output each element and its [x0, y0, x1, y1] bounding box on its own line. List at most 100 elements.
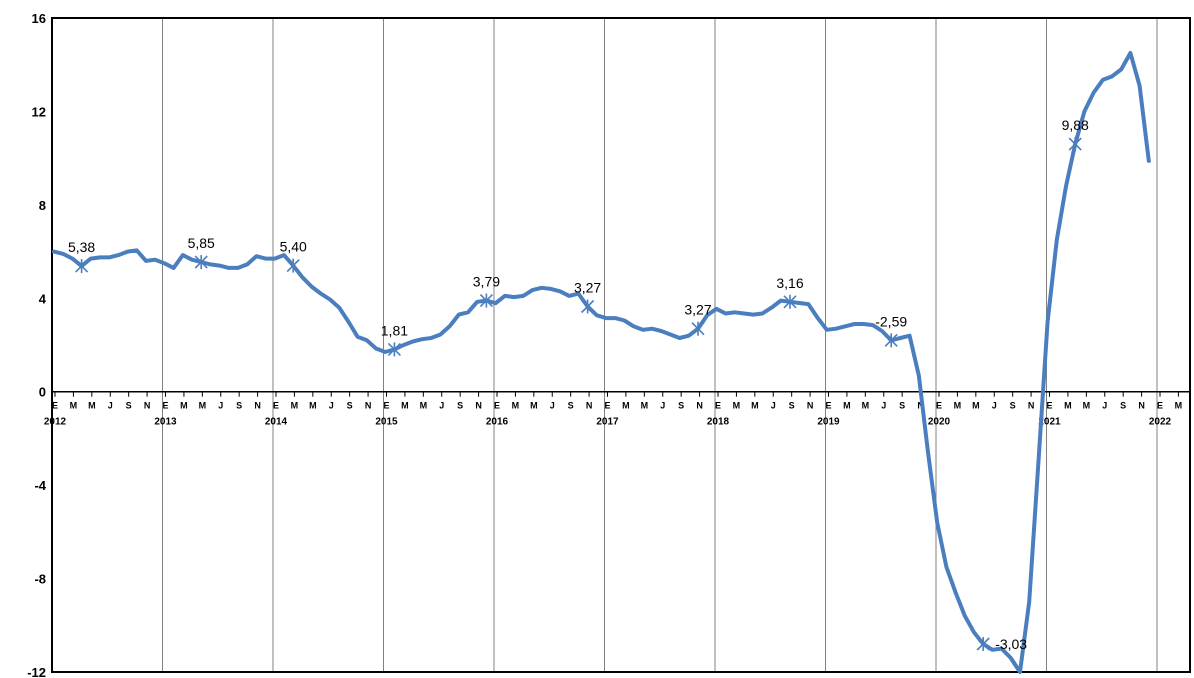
month-tick-label: S — [789, 401, 795, 411]
month-tick-label: N — [144, 401, 151, 411]
year-tick-label: 2021 — [1038, 417, 1061, 428]
month-tick-label: M — [641, 401, 649, 411]
month-tick-label: E — [604, 401, 610, 411]
month-tick-label: S — [236, 401, 242, 411]
asterisk-marker — [581, 299, 595, 314]
month-tick-label: E — [52, 401, 58, 411]
year-tick-label: 2016 — [486, 417, 509, 428]
series-line — [52, 51, 1151, 674]
month-tick-label: N — [1138, 401, 1145, 411]
year-tick-label: 2022 — [1149, 417, 1172, 428]
year-tick-label: 2015 — [375, 417, 398, 428]
month-tick-label: E — [1046, 401, 1052, 411]
data-label: -2,59 — [875, 313, 907, 329]
month-tick-label: S — [568, 401, 574, 411]
asterisk-marker — [691, 321, 705, 336]
month-tick-label: J — [218, 401, 223, 411]
y-axis-tick-labels: 16 12 8 4 0 -4 -8 -12 — [27, 11, 47, 678]
month-tick-label: J — [108, 401, 113, 411]
month-tick-label: M — [751, 401, 759, 411]
asterisk-marker — [1068, 137, 1082, 152]
month-tick-label: M — [512, 401, 520, 411]
month-tick-label: S — [457, 401, 463, 411]
month-tick-label: J — [550, 401, 555, 411]
x-axis-ticks — [54, 391, 1179, 397]
asterisk-marker — [194, 255, 208, 270]
month-tick-label: E — [715, 401, 721, 411]
year-tick-label: 2020 — [928, 417, 951, 428]
series-markers — [75, 137, 1082, 651]
month-tick-label: M — [180, 401, 188, 411]
month-tick-label: M — [291, 401, 299, 411]
month-tick-label: M — [530, 401, 538, 411]
month-tick-label: J — [329, 401, 334, 411]
month-tick-label: M — [622, 401, 630, 411]
data-label: 5,40 — [280, 239, 307, 255]
y-tick-label: -12 — [27, 665, 46, 678]
month-tick-label: J — [881, 401, 886, 411]
year-gridlines — [162, 18, 1158, 672]
y-tick-label: -8 — [34, 572, 46, 587]
data-label: 5,38 — [68, 239, 95, 255]
data-label: 5,85 — [188, 235, 215, 251]
month-tick-label: N — [696, 401, 703, 411]
month-tick-label: S — [678, 401, 684, 411]
month-tick-label: M — [1064, 401, 1072, 411]
data-label: -3,03 — [995, 636, 1027, 652]
month-tick-label: M — [843, 401, 851, 411]
y-tick-label: 8 — [39, 198, 46, 213]
month-tick-label: S — [347, 401, 353, 411]
data-label: 3,27 — [574, 279, 601, 295]
asterisk-marker — [884, 333, 898, 348]
month-tick-label: N — [1028, 401, 1035, 411]
month-tick-label: N — [807, 401, 814, 411]
year-tick-label: 2017 — [596, 417, 619, 428]
y-tick-label: 16 — [32, 11, 46, 26]
month-tick-label: S — [126, 401, 132, 411]
year-tick-label: 2013 — [154, 417, 177, 428]
year-tick-label: 2018 — [707, 417, 730, 428]
month-tick-label: J — [1102, 401, 1107, 411]
data-label: 3,79 — [473, 274, 500, 290]
y-tick-label: 12 — [32, 104, 46, 119]
month-tick-label: M — [862, 401, 870, 411]
month-tick-label: J — [439, 401, 444, 411]
year-tick-label: 2014 — [265, 417, 288, 428]
y-tick-label: -4 — [34, 478, 46, 493]
month-tick-label: M — [70, 401, 78, 411]
month-tick-label: M — [954, 401, 962, 411]
data-label: 1,81 — [381, 322, 408, 338]
month-tick-label: N — [586, 401, 593, 411]
month-tick-label: N — [365, 401, 372, 411]
data-labels: 5,38 5,85 5,40 1,81 3,79 3,27 3,27 3,16 -2,59 -3,… — [68, 117, 1089, 652]
month-tick-label: S — [1120, 401, 1126, 411]
month-tick-label: N — [254, 401, 261, 411]
month-tick-label: M — [1083, 401, 1091, 411]
asterisk-marker — [479, 293, 493, 308]
month-tick-label: J — [660, 401, 665, 411]
asterisk-marker — [783, 294, 797, 309]
month-tick-label: M — [309, 401, 317, 411]
asterisk-marker — [286, 258, 300, 273]
month-tick-label: E — [162, 401, 168, 411]
month-tick-label: S — [899, 401, 905, 411]
data-label: 9,88 — [1062, 117, 1089, 133]
month-tick-label: E — [273, 401, 279, 411]
month-tick-label: S — [1010, 401, 1016, 411]
month-tick-label: M — [972, 401, 980, 411]
month-tick-label: E — [494, 401, 500, 411]
month-tick-label: E — [825, 401, 831, 411]
month-tick-label: M — [1175, 401, 1183, 411]
month-tick-label: M — [733, 401, 741, 411]
month-tick-label: E — [383, 401, 389, 411]
month-tick-label: E — [936, 401, 942, 411]
month-tick-label: M — [401, 401, 409, 411]
year-tick-label: 2019 — [817, 417, 840, 428]
asterisk-marker — [387, 342, 401, 357]
month-tick-label: M — [199, 401, 207, 411]
plot-area-frame — [51, 17, 1191, 673]
month-tick-label: M — [88, 401, 96, 411]
data-label: 3,27 — [684, 302, 711, 318]
data-label: 3,16 — [776, 275, 803, 291]
